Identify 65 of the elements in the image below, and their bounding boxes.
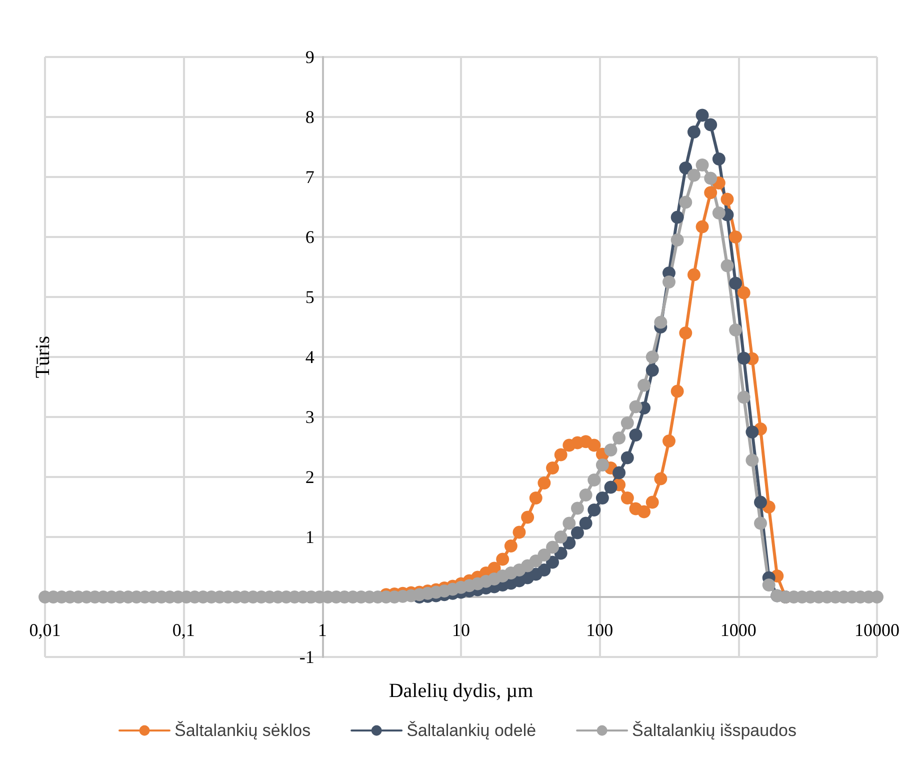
point <box>554 448 568 462</box>
point <box>720 192 734 206</box>
point <box>638 505 651 518</box>
legend-label: Šaltalankių išspaudos <box>632 721 797 740</box>
point <box>746 426 759 438</box>
y-tick-label: 7 <box>305 167 314 187</box>
legend-label: Šaltalankių odelė <box>406 721 536 740</box>
point <box>596 492 609 504</box>
point <box>646 364 659 377</box>
point <box>529 492 542 504</box>
point <box>670 384 684 398</box>
y-tick-label: 6 <box>305 227 314 247</box>
legend-label: Šaltalankių sėklos <box>174 721 311 740</box>
x-tick-label: 0,1 <box>172 620 195 640</box>
point <box>679 162 692 174</box>
point <box>570 526 584 540</box>
point <box>612 466 626 480</box>
point <box>521 510 534 524</box>
point <box>737 286 750 300</box>
point <box>754 496 767 509</box>
point <box>704 118 718 132</box>
point <box>696 220 709 234</box>
point <box>496 552 510 566</box>
point <box>579 516 592 530</box>
y-tick-label: 9 <box>305 47 314 67</box>
y-tick-label: 8 <box>305 107 314 127</box>
point <box>629 428 642 442</box>
x-tick-label: 1000 <box>720 620 756 640</box>
point <box>729 230 742 244</box>
point <box>687 268 700 282</box>
y-tick-label: 3 <box>305 407 314 427</box>
y-axis-title: Tūris <box>32 336 54 378</box>
point <box>704 186 718 200</box>
point <box>696 108 709 122</box>
y-tick-label: 1 <box>305 527 314 547</box>
y-tick-label: -1 <box>299 647 314 667</box>
point <box>662 434 676 448</box>
x-tick-label: 10000 <box>854 620 900 640</box>
point <box>712 152 726 166</box>
point <box>729 276 742 290</box>
point <box>679 326 692 340</box>
point <box>670 210 684 224</box>
point <box>620 492 634 504</box>
point <box>737 352 750 365</box>
y-tick-label: 5 <box>305 287 314 307</box>
point <box>588 438 601 452</box>
point <box>687 126 700 138</box>
point <box>538 564 551 576</box>
x-tick-label: 100 <box>586 620 614 640</box>
x-axis-title: Dalelių dydis, µm <box>388 680 534 702</box>
point <box>538 476 551 490</box>
point <box>654 472 668 486</box>
point <box>546 462 560 474</box>
x-tick-label: 1 <box>318 620 327 640</box>
point <box>546 556 560 569</box>
point <box>646 496 659 509</box>
point <box>512 526 526 539</box>
point <box>504 540 518 552</box>
x-tick-label: 10 <box>452 620 470 640</box>
point <box>588 504 601 516</box>
point <box>604 480 618 494</box>
point <box>620 451 634 464</box>
x-tick-label: 0,01 <box>29 620 61 640</box>
y-tick-label: 2 <box>305 467 314 487</box>
y-tick-label: 4 <box>305 347 314 367</box>
